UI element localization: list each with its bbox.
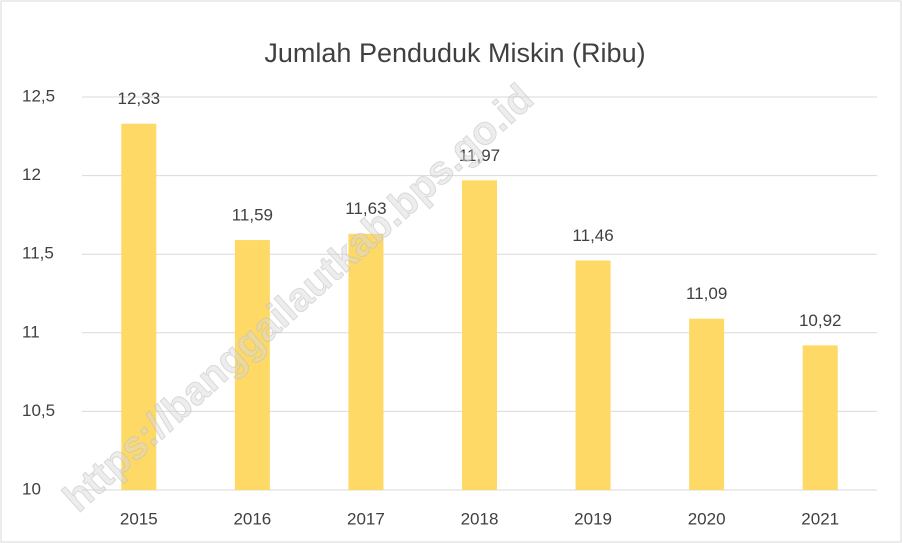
data-label: 12,33 — [118, 89, 161, 108]
y-tick-label: 11 — [22, 322, 40, 341]
x-tick-label: 2017 — [347, 509, 385, 528]
chart-title: Jumlah Penduduk Miskin (Ribu) — [264, 38, 645, 68]
bar — [121, 123, 157, 490]
bar — [462, 180, 497, 491]
y-tick-label: 12,5 — [22, 86, 55, 105]
x-tick-label: 2020 — [688, 509, 726, 528]
y-tick-label: 12 — [22, 165, 41, 184]
x-tick-label: 2021 — [801, 509, 839, 528]
y-tick-label: 11,5 — [22, 244, 54, 263]
bar — [348, 233, 384, 491]
data-label: 11,63 — [345, 199, 386, 218]
x-tick-label: 2015 — [120, 509, 158, 528]
data-label: 11,09 — [686, 284, 727, 303]
bar — [575, 260, 611, 490]
x-tick-label: 2019 — [574, 509, 612, 528]
y-tick-label: 10,5 — [22, 401, 55, 420]
x-tick-label: 2018 — [461, 509, 499, 528]
bar — [234, 240, 270, 490]
bar — [802, 345, 838, 490]
data-label: 11,59 — [232, 206, 273, 225]
data-label: 11,97 — [459, 146, 500, 165]
x-tick-label: 2016 — [233, 509, 271, 528]
y-tick-label: 10 — [22, 479, 41, 498]
data-label: 11,46 — [572, 226, 613, 245]
bar — [689, 318, 725, 490]
data-label: 10,92 — [799, 311, 842, 330]
